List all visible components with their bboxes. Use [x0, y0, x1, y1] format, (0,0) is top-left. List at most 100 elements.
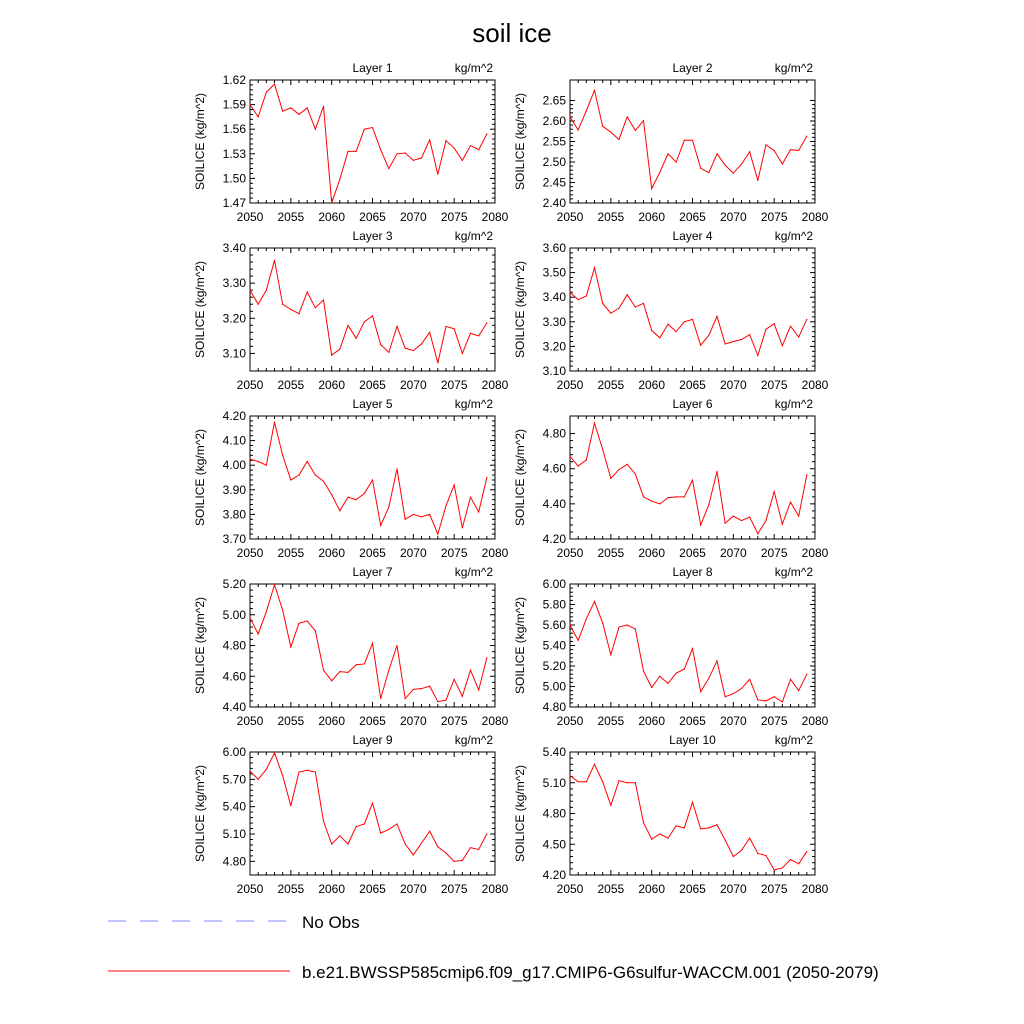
data-point	[273, 421, 276, 423]
legend-model-label: b.e21.BWSSP585cmip6.f09_g17.CMIP6-G6sulf…	[302, 963, 879, 982]
data-point	[249, 770, 251, 772]
x-tick-label: 2070	[400, 882, 427, 896]
data-point	[322, 820, 325, 822]
x-tick-label: 2050	[237, 714, 264, 728]
legend-obs-label: No Obs	[302, 913, 360, 932]
data-point	[708, 172, 710, 174]
data-point	[437, 173, 439, 175]
data-point	[634, 129, 636, 132]
data-point	[659, 675, 661, 677]
data-point	[651, 329, 653, 332]
data-point	[363, 663, 365, 665]
data-point	[659, 337, 661, 339]
data-point	[716, 315, 718, 317]
data-point	[380, 344, 382, 346]
panel-layer-3: 2050 2055 2060 2065 2070 2075 2080 3.10 3.20 3.30…	[193, 229, 509, 392]
data-point	[331, 202, 333, 204]
x-tick-label: 2070	[400, 546, 427, 560]
y-tick-label: 2.40	[543, 196, 567, 210]
x-tick-label: 2065	[679, 378, 706, 392]
data-point	[265, 91, 267, 93]
x-tick-label: 2055	[277, 714, 304, 728]
y-axis-label: SOILICE (kg/m^2)	[193, 429, 207, 526]
data-point	[602, 125, 604, 127]
data-point	[585, 110, 587, 112]
x-tick-label: 2060	[318, 210, 345, 224]
data-point	[380, 697, 382, 700]
data-point	[290, 308, 292, 311]
series-line	[249, 83, 488, 204]
y-tick-label: 4.80	[543, 700, 567, 714]
data-point	[355, 826, 357, 828]
data-point	[469, 332, 472, 334]
data-point	[445, 852, 447, 854]
data-point	[282, 110, 284, 112]
y-tick-label: 1.47	[223, 196, 247, 210]
data-point	[314, 630, 316, 632]
x-tick-label: 2080	[482, 378, 509, 392]
data-point	[781, 523, 783, 525]
data-point	[265, 289, 267, 291]
data-point	[602, 781, 604, 783]
data-point	[749, 516, 751, 518]
data-point	[781, 163, 783, 165]
data-point	[732, 855, 734, 858]
data-point	[469, 145, 472, 147]
x-tick-label: 2050	[237, 882, 264, 896]
data-point	[798, 690, 800, 692]
x-tick-label: 2065	[679, 210, 706, 224]
x-tick-label: 2055	[597, 546, 624, 560]
data-point	[618, 468, 620, 471]
data-point	[757, 699, 759, 701]
data-point	[716, 470, 718, 472]
data-point	[593, 763, 596, 765]
data-point	[683, 139, 685, 141]
panel-layer-6: 2050 2055 2060 2065 2070 2075 2080 4.20 4.40 4.60…	[513, 397, 829, 560]
data-point	[585, 781, 587, 783]
data-point	[249, 458, 251, 460]
data-point	[339, 510, 341, 512]
data-point	[429, 685, 431, 687]
data-point	[806, 673, 808, 675]
data-point	[651, 686, 653, 689]
x-tick-label: 2065	[359, 378, 386, 392]
y-tick-label: 3.50	[543, 266, 567, 280]
data-point	[282, 454, 284, 456]
x-tick-label: 2060	[638, 378, 665, 392]
data-point	[618, 307, 620, 309]
data-point	[388, 351, 390, 353]
data-point	[265, 768, 267, 770]
data-point	[675, 672, 677, 674]
data-point	[798, 149, 800, 152]
data-point	[700, 524, 702, 526]
data-point	[282, 303, 284, 305]
data-point	[740, 687, 743, 690]
data-point	[355, 150, 357, 152]
y-tick-label: 4.80	[223, 854, 247, 868]
data-point	[298, 622, 300, 624]
data-point	[429, 513, 431, 516]
data-point	[257, 460, 259, 463]
panel-title: Layer 4	[672, 229, 712, 243]
data-point	[331, 843, 333, 845]
data-point	[314, 771, 316, 773]
data-point	[569, 624, 571, 626]
data-point	[445, 140, 447, 142]
x-tick-label: 2075	[761, 714, 788, 728]
data-point	[429, 331, 431, 333]
data-point	[691, 801, 694, 803]
panel-title: Layer 7	[352, 565, 392, 579]
data-point	[314, 474, 316, 476]
data-point	[634, 306, 636, 308]
x-tick-label: 2060	[638, 546, 665, 560]
data-point	[486, 476, 488, 479]
y-tick-label: 5.10	[223, 827, 247, 841]
data-point	[453, 147, 455, 149]
data-point	[569, 774, 571, 777]
data-point	[610, 654, 612, 656]
data-point	[371, 642, 374, 644]
x-tick-label: 2050	[557, 882, 584, 896]
data-point	[347, 843, 349, 845]
y-axis-label: SOILICE (kg/m^2)	[193, 93, 207, 190]
